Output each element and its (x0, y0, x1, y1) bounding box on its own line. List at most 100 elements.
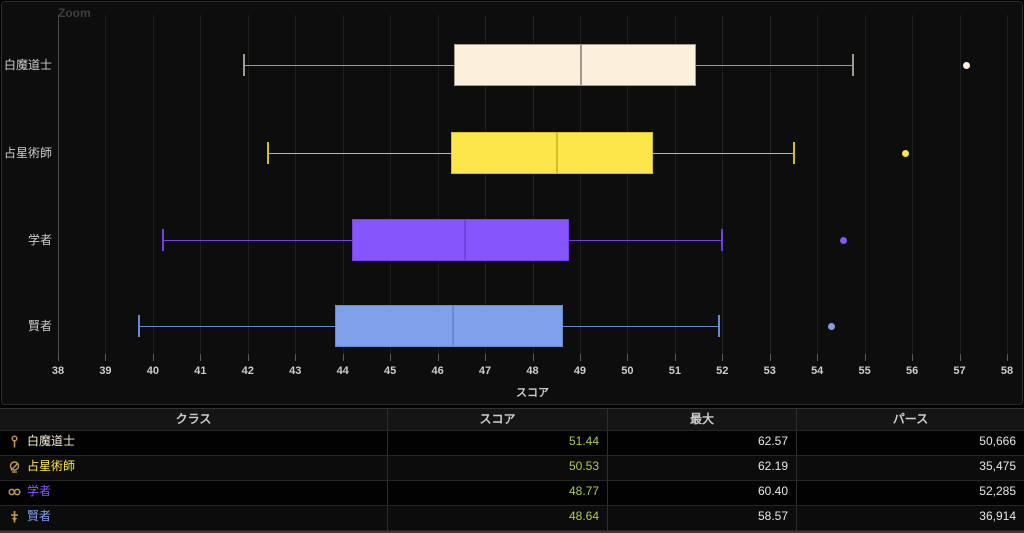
median-line (579, 44, 582, 86)
class-link[interactable]: 占星術師 (8, 459, 75, 474)
axis-tick (247, 354, 249, 361)
category-label: 占星術師 (3, 146, 52, 160)
outlier-point[interactable] (827, 323, 835, 330)
axis-tick-label: 39 (99, 365, 112, 377)
axis-tick-label: 58 (1000, 365, 1014, 377)
zoom-hint-label: Zoom (58, 6, 91, 20)
median-line (451, 305, 454, 347)
max-value: 62.19 (607, 456, 796, 480)
table-row: 占星術師 50.53 62.19 35,475 (0, 456, 1024, 481)
axis-tick (627, 354, 629, 361)
gridline (579, 15, 581, 354)
axis-tick-label: 56 (905, 365, 919, 377)
axis-tick-label: 40 (146, 365, 160, 377)
axis-tick-label: 41 (194, 365, 207, 377)
axis-tick (295, 354, 297, 361)
score-value: 51.44 (387, 431, 607, 455)
gridline (200, 15, 202, 354)
class-name: 占星術師 (27, 459, 76, 473)
gridline (342, 15, 344, 354)
axis-tick (200, 354, 202, 361)
parse-value: 35,475 (796, 456, 1024, 480)
axis-tick (485, 354, 487, 361)
class-name: 学者 (27, 484, 52, 498)
gridline (722, 15, 724, 354)
class-cell: 賢者 (0, 506, 387, 530)
class-link[interactable]: 学者 (8, 484, 51, 499)
axis-tick-label: 44 (336, 365, 349, 377)
table-row: 学者 48.77 60.40 52,285 (0, 481, 1024, 506)
axis-tick-label: 48 (526, 365, 539, 377)
axis-tick-label: 38 (51, 365, 65, 377)
whisker-cap-high (718, 315, 721, 337)
boxplot-chart-panel[interactable]: Zoom 38 39 40 41 42 43 44 45 46 47 48 49 50 51 52 53 54 5… (1, 1, 1023, 405)
axis-tick-label: 57 (953, 365, 966, 377)
box-賢者[interactable] (335, 305, 563, 347)
box-占星術師[interactable] (450, 132, 653, 174)
category-label: 白魔道士 (3, 58, 52, 72)
axis-tick-label: 43 (289, 365, 302, 377)
column-header-class: クラス (175, 412, 212, 426)
axis-tick (769, 354, 771, 361)
ast-icon (9, 461, 20, 473)
axis-tick (912, 354, 914, 361)
axis-tick-label: 50 (621, 365, 634, 377)
class-stats-table: クラス スコア 最大 パース 白魔道士 51.44 62.57 50,666 占星術師 5… (0, 408, 1024, 533)
whisker-cap-low (161, 229, 164, 251)
box-白魔道士[interactable] (454, 44, 696, 86)
axis-tick-label: 46 (431, 365, 444, 377)
gridline (1007, 15, 1008, 354)
axis-tick (817, 354, 819, 361)
column-header-score: スコア (387, 409, 607, 430)
gridline (295, 15, 297, 354)
gridline (247, 15, 249, 354)
box-学者[interactable] (352, 219, 570, 261)
parse-value: 50,666 (796, 431, 1024, 455)
axis-tick (674, 354, 676, 361)
axis-tick-label: 51 (668, 365, 681, 377)
class-link[interactable]: 白魔道士 (8, 434, 75, 449)
class-link[interactable]: 賢者 (8, 509, 51, 524)
table-row: 賢者 48.64 58.57 36,914 (0, 506, 1024, 531)
axis-tick-label: 49 (573, 365, 587, 377)
gridline (390, 15, 392, 354)
axis-tick (152, 354, 154, 361)
gridline (105, 15, 107, 354)
outlier-point[interactable] (963, 62, 971, 69)
class-cell: 学者 (0, 481, 387, 505)
median-line (556, 132, 559, 174)
axis-tick (532, 354, 534, 361)
outlier-point[interactable] (901, 150, 909, 157)
gridline (485, 15, 487, 354)
class-cell: 白魔道士 (0, 431, 387, 455)
axis-tick (105, 354, 107, 361)
axis-tick-label: 54 (811, 365, 824, 377)
class-cell: 占星術師 (0, 456, 387, 480)
axis-tick (579, 354, 581, 361)
x-axis-title: スコア (516, 387, 549, 399)
max-value: 60.40 (607, 481, 796, 505)
axis-tick-label: 47 (478, 365, 492, 377)
max-value: 58.57 (607, 506, 796, 530)
category-label: 学者 (27, 233, 52, 247)
whisker-cap-high (851, 54, 854, 76)
class-name: 白魔道士 (27, 434, 76, 448)
gridline (532, 15, 534, 354)
parse-value: 52,285 (796, 481, 1024, 505)
plot-area[interactable]: 38 39 40 41 42 43 44 45 46 47 48 49 50 51 52 53 54 55 56 57… (2, 2, 1022, 404)
class-name: 賢者 (27, 509, 52, 523)
axis-tick-label: 52 (716, 365, 729, 377)
score-value: 48.77 (387, 481, 607, 505)
gridline (769, 15, 771, 354)
axis-tick-label: 53 (763, 365, 776, 377)
outlier-point[interactable] (839, 237, 847, 244)
whisker-cap-high (793, 142, 795, 164)
axis-tick (959, 354, 961, 361)
column-header-max: 最大 (607, 409, 796, 430)
axis-tick-label: 42 (241, 365, 254, 377)
whisker-cap-low (243, 54, 246, 76)
gridline (912, 15, 914, 354)
axis-tick-label: 55 (858, 365, 871, 377)
category-label: 賢者 (27, 319, 52, 333)
gridline (817, 15, 819, 354)
